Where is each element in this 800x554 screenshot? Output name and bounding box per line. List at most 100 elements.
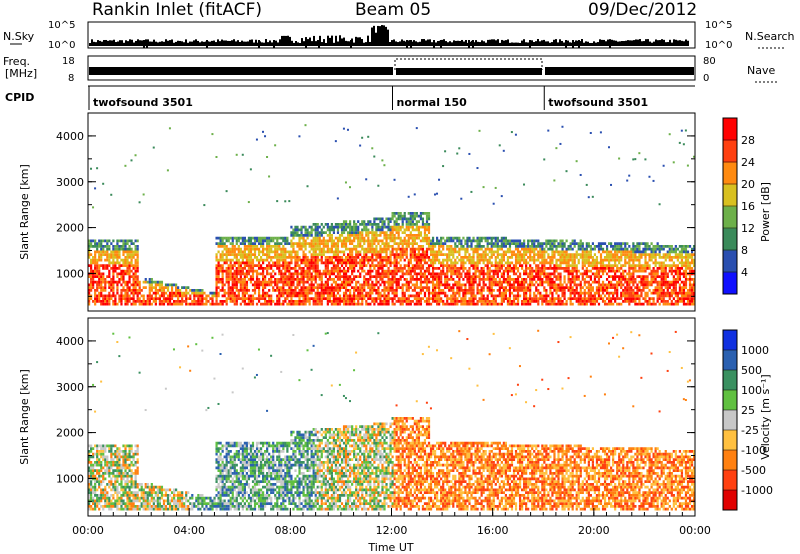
heatmap-cell — [433, 267, 437, 270]
heatmap-cell — [440, 272, 443, 276]
heatmap-cell — [419, 225, 423, 229]
heatmap-cell — [229, 267, 232, 270]
heatmap-cell — [393, 223, 396, 226]
heatmap-cell — [290, 245, 293, 248]
heatmap-cell — [284, 256, 287, 259]
heatmap-cell — [421, 250, 425, 254]
heatmap-cell — [415, 236, 418, 240]
heatmap-cell — [126, 247, 129, 251]
heatmap-cell — [247, 258, 251, 262]
heatmap-cell — [525, 245, 528, 248]
heatmap-cell — [407, 267, 410, 270]
heatmap-cell — [383, 164, 386, 167]
heatmap-cell — [318, 294, 321, 298]
heatmap-cell — [452, 269, 455, 273]
heatmap-cell — [249, 256, 253, 259]
heatmap-cell — [429, 264, 433, 267]
heatmap-cell — [523, 302, 526, 306]
heatmap-cell — [320, 258, 323, 262]
heatmap-cell — [415, 300, 418, 303]
nsearch-tick-top: 10^5 — [705, 20, 732, 31]
heatmap-cell — [393, 247, 396, 251]
heatmap-cell — [361, 245, 364, 248]
heatmap-cell — [470, 283, 473, 287]
heatmap-cell — [531, 258, 534, 262]
heatmap-cell — [375, 280, 378, 284]
heatmap-cell — [324, 239, 327, 243]
heatmap-cell — [312, 253, 315, 256]
heatmap-cell — [389, 258, 392, 262]
heatmap-cell — [454, 300, 457, 303]
nsky-bar — [277, 42, 279, 46]
heatmap-cell — [130, 250, 133, 254]
heatmap-cell — [284, 278, 287, 281]
heatmap-cell — [415, 275, 418, 278]
heatmap-cell — [474, 269, 477, 273]
heatmap-cell — [601, 291, 605, 295]
heatmap-cell — [237, 261, 240, 265]
heatmap-cell — [280, 278, 283, 281]
heatmap-cell — [403, 231, 406, 234]
heatmap-cell — [106, 256, 109, 259]
heatmap-cell — [389, 256, 392, 259]
heatmap-cell — [533, 269, 536, 273]
heatmap-cell — [251, 302, 255, 306]
heatmap-cell — [344, 272, 348, 276]
heatmap-cell — [168, 294, 172, 298]
heatmap-cell — [114, 267, 117, 270]
heatmap-cell — [417, 291, 421, 295]
heatmap-cell — [310, 258, 313, 262]
heatmap-cell — [334, 283, 338, 287]
heatmap-cell — [150, 278, 153, 281]
heatmap-cell — [187, 286, 190, 289]
heatmap-cell — [409, 234, 412, 237]
heatmap-cell — [537, 272, 540, 276]
heatmap-cell — [342, 267, 346, 270]
heatmap-cell — [603, 286, 607, 289]
heatmap-cell — [442, 247, 445, 251]
heatmap-cell — [126, 267, 129, 270]
heatmap-cell — [577, 302, 580, 306]
heatmap-cell — [541, 294, 544, 298]
heatmap-cell — [529, 289, 532, 292]
heatmap-cell — [431, 245, 435, 248]
heatmap-cell — [577, 253, 580, 256]
heatmap-cell — [431, 300, 435, 303]
nsky-bar — [631, 40, 633, 46]
heatmap-cell — [543, 272, 546, 276]
heatmap-cell — [249, 264, 253, 267]
heatmap-cell — [365, 228, 368, 232]
heatmap-cell — [278, 291, 281, 295]
heatmap-cell — [342, 291, 346, 295]
heatmap-cell — [427, 289, 431, 292]
heatmap-cell — [138, 286, 141, 289]
heatmap-cell — [391, 280, 394, 284]
heatmap-cell — [338, 236, 342, 240]
heatmap-cell — [486, 294, 489, 298]
heatmap-cell — [575, 253, 578, 256]
heatmap-cell — [545, 278, 548, 281]
heatmap-cell — [290, 278, 293, 281]
heatmap-cell — [300, 280, 303, 284]
heatmap-cell — [577, 291, 580, 295]
heatmap-cell — [423, 212, 427, 215]
heatmap-cell — [401, 242, 404, 245]
heatmap-cell — [286, 242, 289, 245]
heatmap-cell — [385, 280, 388, 284]
heatmap-cell — [371, 261, 374, 265]
heatmap-cell — [104, 289, 107, 292]
heatmap-cell — [514, 133, 517, 136]
heatmap-cell — [326, 234, 329, 237]
heatmap-cell — [314, 258, 317, 262]
heatmap-cell — [492, 250, 495, 254]
heatmap-cell — [531, 239, 534, 243]
heatmap-cell — [272, 250, 275, 254]
heatmap-cell — [359, 250, 362, 254]
nsky-bar — [251, 39, 253, 46]
heatmap-cell — [587, 286, 590, 289]
heatmap-cell — [543, 280, 546, 284]
heatmap-cell — [533, 245, 536, 248]
heatmap-cell — [462, 302, 465, 306]
heatmap-cell — [591, 258, 595, 262]
heatmap-cell — [389, 297, 392, 300]
